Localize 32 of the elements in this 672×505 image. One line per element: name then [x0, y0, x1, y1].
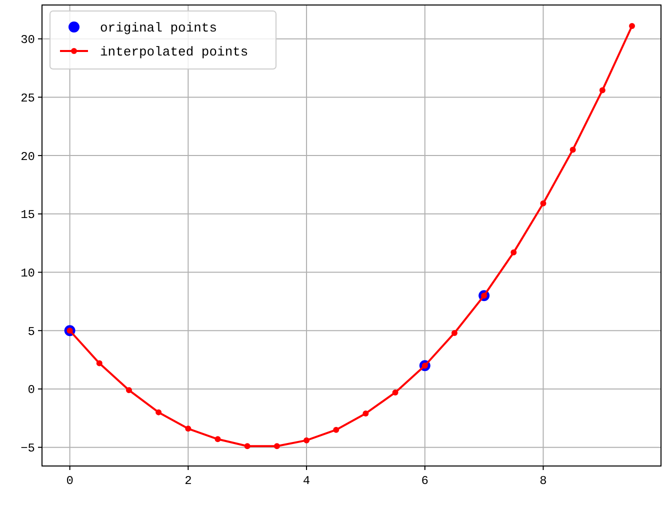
- point: [629, 23, 636, 30]
- x-tick-label: 4: [302, 474, 310, 488]
- point: [304, 437, 310, 444]
- point: [451, 330, 458, 336]
- y-tick-label: 10: [20, 266, 35, 280]
- point: [214, 436, 221, 442]
- x-tick-label: 0: [66, 474, 74, 488]
- y-tick-label: 15: [20, 208, 35, 222]
- legend-label: original points: [100, 20, 218, 36]
- point: [274, 443, 280, 450]
- point: [185, 426, 192, 432]
- y-tick-label: 0: [28, 383, 35, 398]
- y-tick-label: −5: [20, 442, 35, 456]
- point: [156, 409, 162, 416]
- x-tick-label: 2: [184, 474, 192, 488]
- point: [570, 146, 576, 153]
- point: [510, 249, 517, 256]
- y-tick-label: 5: [28, 324, 35, 339]
- point: [540, 200, 546, 206]
- y-tick-label: 20: [20, 150, 35, 164]
- point: [362, 410, 369, 416]
- point: [244, 443, 250, 450]
- point: [333, 426, 340, 433]
- y-tick-label: 30: [20, 33, 35, 48]
- point: [599, 87, 606, 94]
- y-tick-label: 25: [20, 91, 35, 106]
- point: [96, 360, 102, 366]
- x-tick-label: 8: [540, 474, 547, 488]
- x-tick-label: 6: [421, 474, 428, 488]
- legend-label: interpolated points: [100, 44, 248, 60]
- point: [392, 389, 398, 396]
- point: [126, 387, 132, 394]
